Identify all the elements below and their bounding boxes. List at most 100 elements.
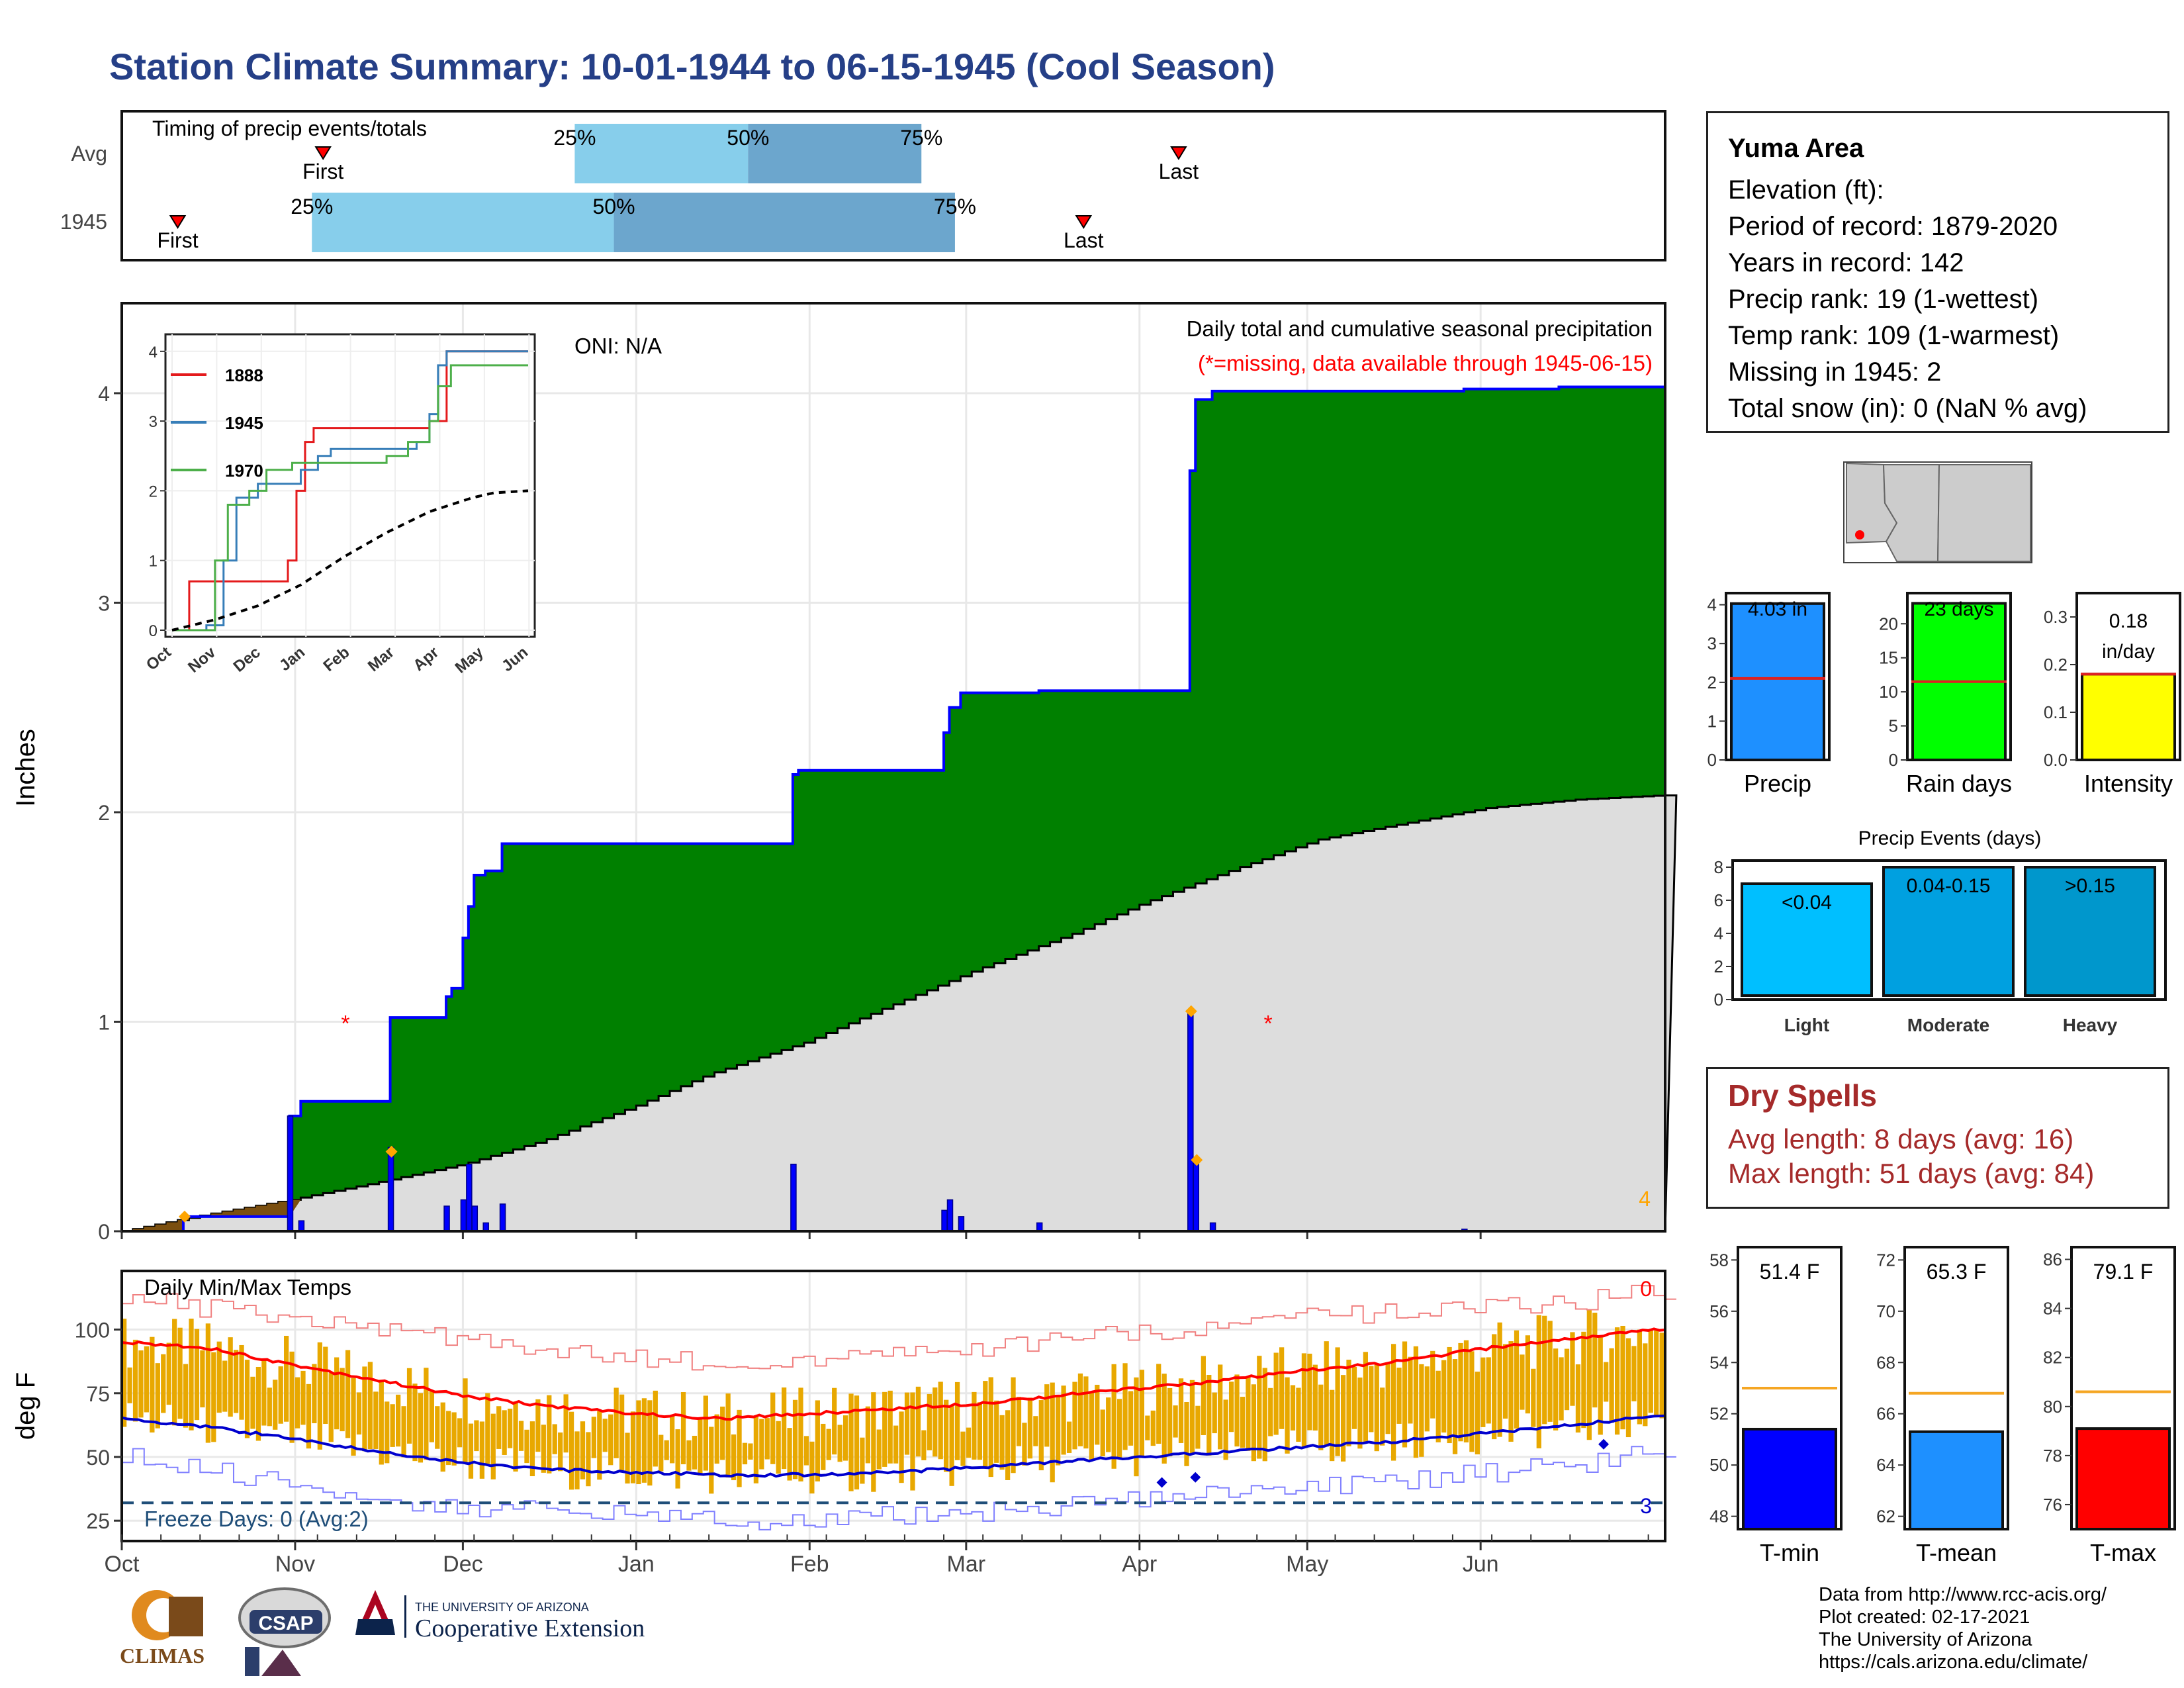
daily-temp-bar (1458, 1342, 1463, 1442)
daily-temp-bar (933, 1387, 938, 1457)
daily-temp-bar (502, 1410, 507, 1455)
daily-temp-bar (803, 1436, 809, 1466)
daily-precip-bar (1187, 1010, 1194, 1232)
daily-temp-bar (161, 1354, 166, 1413)
intensity-summary-bar (2081, 673, 2176, 762)
daily-temp-bar (686, 1440, 692, 1471)
daily-temp-bar (659, 1434, 664, 1472)
daily-temp-bar (1592, 1313, 1598, 1408)
daily-temp-bar (759, 1419, 764, 1470)
daily-temp-bar (1435, 1370, 1441, 1442)
daily-temp-bar (250, 1376, 255, 1429)
timing-bar-upper (748, 124, 922, 183)
daily-temp-bar (1173, 1405, 1178, 1438)
station-info-box: Yuma Area Elevation (ft): Period of reco… (1706, 111, 2169, 433)
daily-temp-bar (1033, 1416, 1038, 1446)
daily-temp-bar (367, 1362, 373, 1450)
daily-temp-bar (630, 1411, 636, 1483)
temp-xtick-label: Jun (1463, 1552, 1499, 1577)
daily-temp-bar (1061, 1385, 1066, 1455)
daily-precip-bar (298, 1220, 305, 1232)
cumulative-precip-line (122, 385, 1665, 1233)
daily-temp-bar (910, 1392, 915, 1491)
daily-temp-bar (999, 1415, 1005, 1470)
tmean-summary-tick-label: 64 (1876, 1455, 1895, 1475)
rain-days-summary-value: 23 days (1924, 598, 1993, 620)
daily-temp-bar (289, 1351, 295, 1443)
daily-temp-bar (1390, 1344, 1396, 1461)
daily-temp-bar (239, 1344, 244, 1420)
daily-temp-bar (1246, 1376, 1251, 1451)
daily-temp-bar (597, 1411, 602, 1480)
daily-precip-bar (387, 1147, 394, 1232)
inset-ytick-label: 1 (149, 553, 158, 571)
station-years: Years in record: 142 (1728, 248, 1964, 277)
daily-temp-bar (255, 1366, 261, 1441)
daily-temp-bar (440, 1402, 445, 1472)
daily-temp-bar (401, 1406, 406, 1458)
daily-temp-bar (798, 1387, 803, 1481)
daily-temp-bar (524, 1429, 529, 1464)
tmean-summary-value: 65.3 F (1927, 1260, 1987, 1284)
daily-temp-bar (1547, 1321, 1553, 1422)
inset-ytick-label: 2 (149, 483, 158, 500)
daily-temp-bar (1659, 1333, 1664, 1419)
daily-temp-bar (1553, 1348, 1559, 1430)
tmin-summary-tick-label: 54 (1709, 1352, 1729, 1372)
intensity-summary-tick-label: 0.1 (2044, 702, 2068, 722)
daily-temp-bar (653, 1390, 658, 1467)
daily-temp-bar (323, 1346, 328, 1425)
precip-ytick-label: 1 (98, 1011, 110, 1035)
daily-temp-bar (216, 1341, 222, 1413)
credit-url: https://cals.arizona.edu/climate/ (1819, 1652, 2088, 1673)
events-bar (2024, 866, 2156, 997)
daily-temp-bar (300, 1370, 306, 1425)
temp-ytick-label: 75 (86, 1382, 110, 1406)
station-snow: Total snow (in): 0 (NaN % avg) (1728, 394, 2087, 423)
daily-temp-bar (345, 1350, 351, 1438)
rain-days-summary-label: Rain days (1906, 770, 2012, 797)
daily-temp-bar (1262, 1368, 1267, 1462)
daily-temp-bar (278, 1366, 283, 1424)
daily-temp-bar (513, 1401, 518, 1472)
logos-graphic: CLIMAS CSAP THE UNIVERSITY OF ARIZONA Co… (120, 1587, 645, 1676)
daily-temp-bar (1575, 1364, 1581, 1433)
daily-temp-bar (1369, 1366, 1374, 1432)
precip-summary-bar (1730, 602, 1825, 761)
daily-temp-bar (306, 1383, 312, 1449)
tmax-summary-tick-label: 76 (2043, 1495, 2062, 1515)
daily-temp-bar (865, 1406, 871, 1464)
daily-temp-bar (418, 1393, 424, 1463)
daily-temp-bar (1531, 1368, 1536, 1427)
daily-temp-bar (1038, 1400, 1044, 1471)
freeze-days-label: Freeze Days: 0 (Avg:2) (144, 1507, 369, 1531)
daily-temp-bar (1542, 1315, 1547, 1425)
precip-summary-value: 4.03 in (1748, 598, 1807, 620)
precip-ytick-label: 0 (98, 1220, 110, 1244)
daily-temp-bar (1044, 1384, 1050, 1447)
tmax-summary-label: T-max (2090, 1539, 2156, 1566)
daily-temp-bar (529, 1421, 535, 1477)
daily-temp-bar (1447, 1346, 1452, 1444)
daily-temp-bar (373, 1391, 379, 1449)
dry-spells-title: Dry Spells (1728, 1078, 1877, 1113)
precip-summary-tick-label: 0 (1707, 750, 1717, 770)
ua-big-text: Cooperative Extension (415, 1615, 645, 1642)
temp-ylabel: deg F (11, 1372, 40, 1440)
daily-temp-bar (1502, 1344, 1508, 1419)
daily-temp-bar (770, 1392, 776, 1464)
tmax-summary-tick-label: 86 (2043, 1250, 2062, 1270)
daily-temp-bar (782, 1387, 787, 1470)
daily-temp-bar (435, 1406, 440, 1449)
daily-precip-bar (946, 1199, 954, 1232)
logo-strip: CLIMAS CSAP THE UNIVERSITY OF ARIZONA Co… (109, 1583, 745, 1683)
daily-temp-bar (379, 1380, 384, 1465)
daily-temp-bar (390, 1404, 395, 1447)
daily-temp-bar (244, 1360, 250, 1438)
daily-temp-bar (1116, 1399, 1122, 1459)
daily-temp-bar (832, 1387, 837, 1455)
daily-temp-bar (1413, 1346, 1419, 1458)
daily-temp-bar (1134, 1377, 1139, 1477)
daily-temp-bar (1178, 1378, 1184, 1443)
